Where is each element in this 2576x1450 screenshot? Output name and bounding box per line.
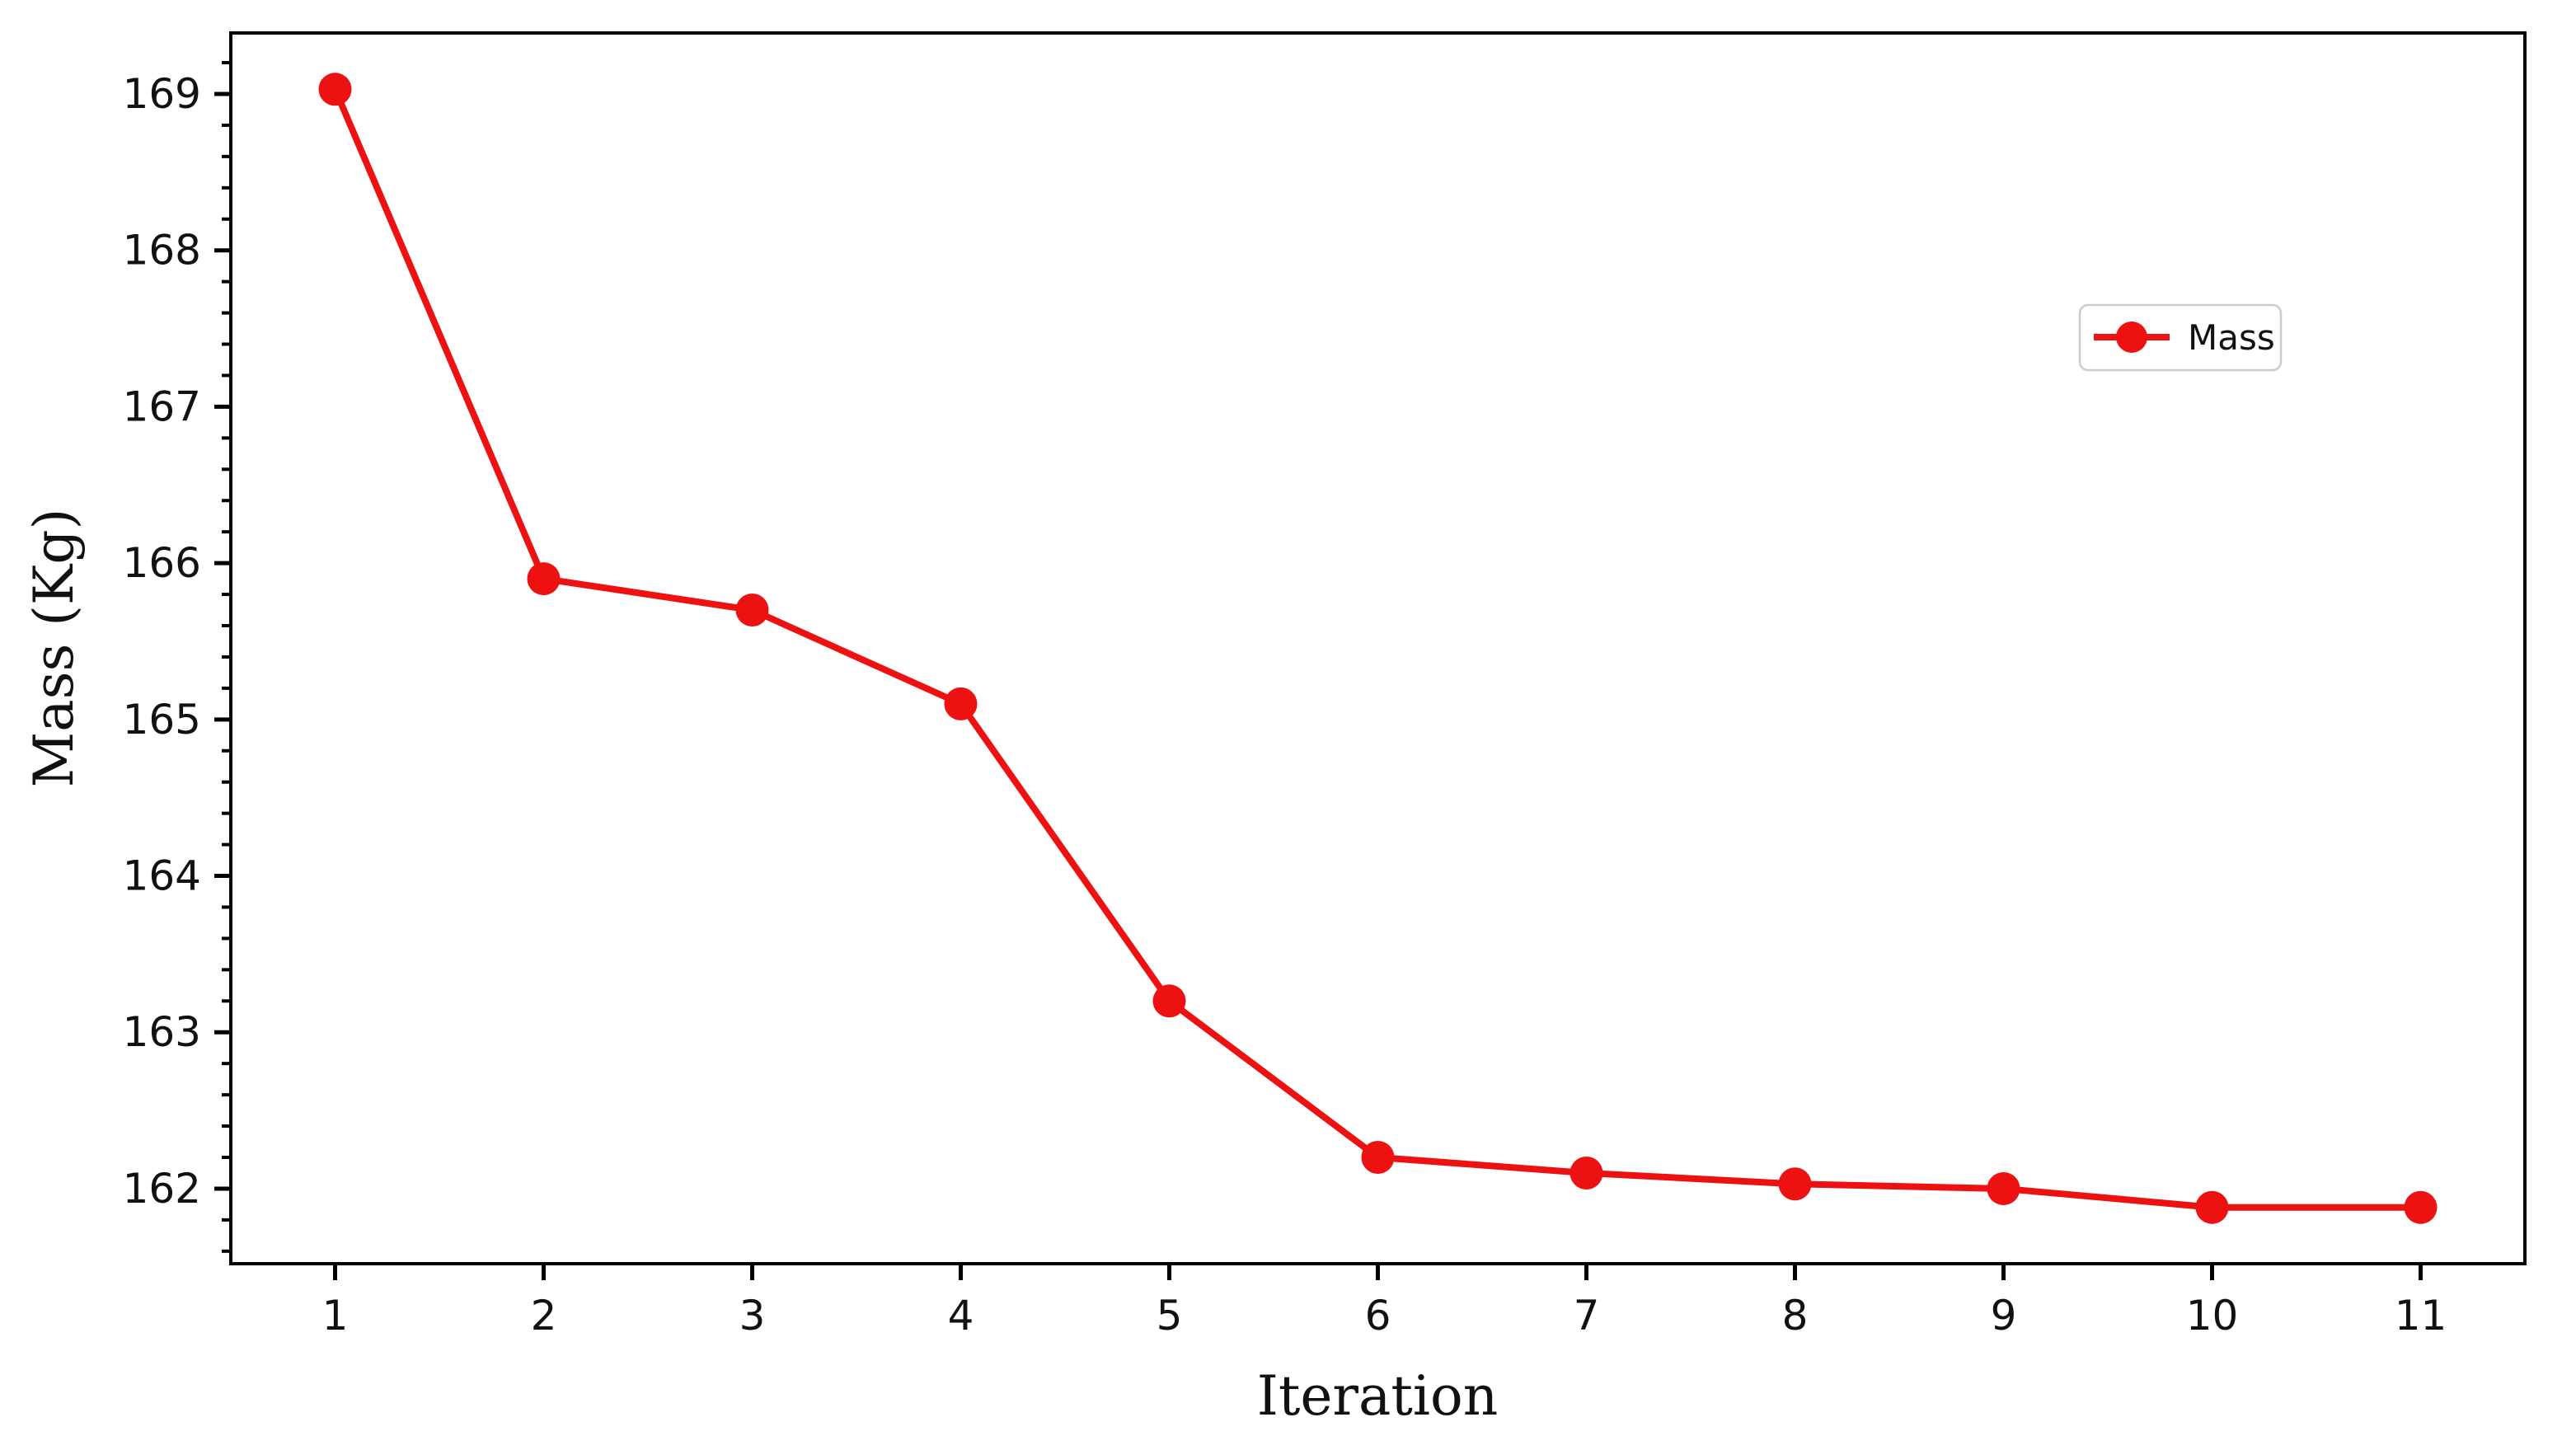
x-tick-label: 7 <box>1574 1292 1600 1340</box>
data-point-marker <box>527 562 561 596</box>
x-tick-label: 8 <box>1782 1292 1809 1340</box>
mass-series <box>318 73 2438 1224</box>
y-tick-label: 162 <box>123 1165 201 1213</box>
data-point-marker <box>735 594 769 627</box>
axis-tick-labels: 1 2 3 4 5 6 7 8 9 10 11 162 163 164 165 166 167 168 169 <box>123 70 2447 1340</box>
legend: Mass <box>2078 303 2283 372</box>
x-tick-label: 9 <box>1991 1292 2017 1340</box>
y-tick-label: 167 <box>123 382 201 430</box>
x-tick-label: 5 <box>1157 1292 1183 1340</box>
y-tick-label: 163 <box>123 1008 201 1056</box>
plot-frame <box>229 31 2527 1265</box>
data-point-marker <box>1152 984 1186 1018</box>
x-tick-label: 1 <box>322 1292 349 1340</box>
x-tick-label: 10 <box>2186 1292 2239 1340</box>
y-tick-label: 169 <box>123 70 201 118</box>
x-axis-label: Iteration <box>1257 1364 1498 1428</box>
legend-box <box>2078 303 2283 372</box>
x-tick-label: 6 <box>1365 1292 1391 1340</box>
legend-label: Mass <box>2188 317 2275 358</box>
x-tick-label: 3 <box>739 1292 766 1340</box>
x-tick-label: 11 <box>2395 1292 2447 1340</box>
y-axis-label: Mass (Kg) <box>22 509 86 788</box>
data-point-marker <box>1361 1140 1395 1174</box>
data-point-marker <box>1987 1171 2020 1205</box>
data-point-marker <box>318 73 352 106</box>
data-point-marker <box>944 687 978 720</box>
legend-marker-icon <box>2116 321 2147 353</box>
x-tick-label: 4 <box>948 1292 974 1340</box>
mass-line <box>331 87 2421 1211</box>
y-tick-label: 168 <box>123 227 201 275</box>
x-tick-label: 2 <box>531 1292 557 1340</box>
data-point-marker <box>1570 1156 1603 1190</box>
y-tick-label: 165 <box>123 696 201 744</box>
y-tick-label: 164 <box>123 852 201 900</box>
data-point-marker <box>2195 1190 2229 1224</box>
data-point-marker <box>1778 1167 1812 1201</box>
axis-ticks <box>214 61 2423 1280</box>
y-tick-label: 166 <box>123 539 201 587</box>
data-point-marker <box>2404 1190 2438 1224</box>
